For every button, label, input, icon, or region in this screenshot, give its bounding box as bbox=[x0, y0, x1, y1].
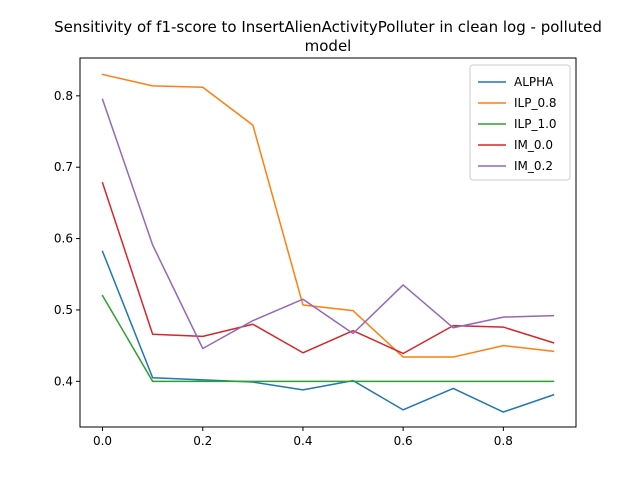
x-tick-label-2: 0.4 bbox=[293, 434, 312, 448]
x-tick-label-4: 0.8 bbox=[494, 434, 513, 448]
x-tick-label-3: 0.6 bbox=[394, 434, 413, 448]
legend-label-4: IM_0.2 bbox=[514, 159, 553, 173]
y-tick-label-4: 0.8 bbox=[54, 89, 73, 103]
legend-box bbox=[469, 64, 571, 181]
legend-label-2: ILP_1.0 bbox=[514, 117, 557, 131]
series-line-1 bbox=[101, 73, 555, 358]
series-line-2 bbox=[101, 294, 555, 383]
series-line-4 bbox=[101, 98, 555, 350]
y-tick-label-3: 0.7 bbox=[54, 160, 73, 174]
legend: ALPHA ILP_0.8 ILP_1.0 IM_0.0 IM_0.2 bbox=[469, 64, 571, 181]
plot-series-group bbox=[101, 73, 555, 413]
legend-label-1: ILP_0.8 bbox=[514, 96, 557, 110]
chart-title-line-2: model bbox=[305, 37, 352, 55]
y-tick-label-1: 0.5 bbox=[54, 303, 73, 317]
legend-label-3: IM_0.0 bbox=[514, 138, 553, 152]
legend-label-0: ALPHA bbox=[514, 75, 554, 89]
chart-title-line-1: Sensitivity of f1-score to InsertAlienAc… bbox=[54, 18, 602, 36]
series-line-3 bbox=[101, 181, 555, 355]
x-tick-label-1: 0.2 bbox=[193, 434, 212, 448]
y-tick-label-2: 0.6 bbox=[54, 232, 73, 246]
x-tick-label-0: 0.0 bbox=[93, 434, 112, 448]
y-tick-label-0: 0.4 bbox=[54, 374, 73, 388]
axis-ticks-group: 0.0 0.2 0.4 0.6 0.8 0.4 0.5 0.6 0.7 0.8 bbox=[54, 89, 513, 448]
series-line-0 bbox=[101, 250, 555, 413]
plot-frame bbox=[79, 57, 577, 428]
